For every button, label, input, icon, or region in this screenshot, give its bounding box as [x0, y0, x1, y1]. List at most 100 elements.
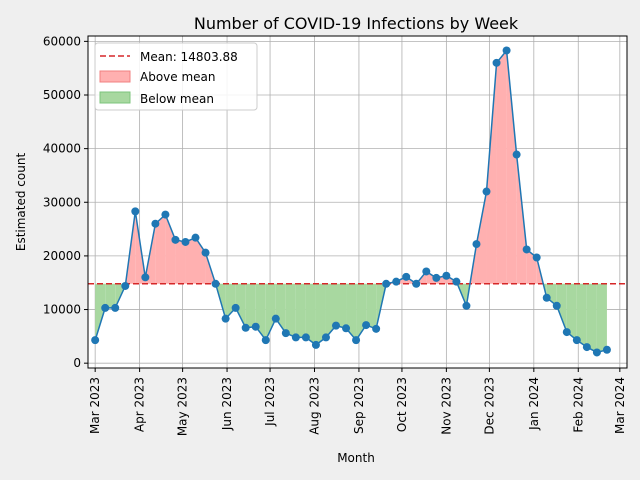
data-point [572, 336, 581, 345]
x-tick-label: Apr 2023 [133, 377, 147, 432]
x-tick-label: Jan 2024 [527, 377, 541, 431]
below-mean-fill [295, 283, 306, 338]
data-point [271, 314, 280, 323]
above-mean-fill [496, 50, 507, 284]
y-axis: 0 10000 20000 30000 40000 50000 60000 [43, 34, 88, 370]
below-mean-fill [315, 283, 326, 345]
below-mean-fill [576, 283, 587, 348]
data-point [472, 240, 481, 249]
below-mean-fill [586, 283, 597, 353]
data-point [462, 301, 471, 310]
data-point [141, 273, 150, 282]
data-point [281, 329, 290, 338]
data-point [512, 150, 521, 159]
data-point [171, 235, 180, 244]
y-tick-label: 60000 [43, 34, 81, 48]
x-tick-label: Aug 2023 [307, 377, 321, 435]
y-tick-label: 50000 [43, 88, 81, 102]
data-point [291, 333, 300, 342]
below-mean-fill [105, 283, 116, 308]
data-point [602, 345, 611, 354]
legend-below-swatch [99, 91, 131, 104]
data-point [342, 324, 351, 333]
below-mean-fill [556, 283, 567, 333]
x-tick-label: Mar 2024 [613, 377, 627, 434]
above-mean-fill [165, 214, 176, 284]
data-point [352, 336, 361, 345]
data-point [191, 233, 200, 242]
legend-box [94, 42, 258, 111]
above-mean-fill [175, 239, 186, 284]
data-point [111, 303, 120, 312]
below-mean-fill [566, 283, 577, 341]
legend-mean-label: Mean: 14803.88 [140, 50, 238, 64]
y-tick-label: 30000 [43, 195, 81, 209]
data-point [542, 293, 551, 302]
data-point [311, 340, 320, 349]
legend-below-label: Below mean [140, 92, 214, 106]
data-point [502, 46, 511, 55]
x-tick-label: Jul 2023 [263, 377, 277, 427]
data-point [261, 336, 270, 345]
data-point [181, 237, 190, 246]
x-tick-label: Mar 2023 [88, 377, 102, 434]
y-tick-label: 20000 [43, 249, 81, 263]
y-axis-label: Estimated count [14, 153, 28, 252]
data-point [532, 253, 541, 262]
data-point [91, 336, 100, 345]
legend: Mean: 14803.88 Above mean Below mean [94, 42, 258, 111]
x-tick-label: Nov 2023 [439, 377, 453, 435]
x-tick-label: Jun 2023 [220, 377, 234, 431]
data-point [121, 281, 130, 290]
x-axis-label: Month [337, 451, 375, 465]
data-point [221, 314, 230, 323]
above-mean-fill [155, 214, 166, 284]
data-point [362, 321, 371, 330]
data-point [432, 273, 441, 282]
above-mean-fill [506, 50, 517, 284]
below-mean-fill [335, 283, 347, 329]
data-point [231, 303, 240, 312]
below-mean-fill [265, 283, 276, 341]
legend-above-swatch [99, 70, 131, 83]
above-mean-fill [486, 62, 497, 284]
data-point [372, 324, 381, 333]
data-point [482, 187, 491, 196]
data-point [161, 210, 170, 219]
data-point [422, 267, 431, 276]
below-mean-fill [596, 283, 607, 353]
above-mean-fill [185, 237, 196, 284]
x-tick-label: May 2023 [176, 377, 190, 436]
data-point [562, 328, 571, 337]
data-point [412, 279, 421, 288]
below-mean-fill [305, 283, 316, 345]
data-point [131, 207, 140, 216]
below-mean-fill [546, 283, 557, 306]
data-point [492, 58, 501, 67]
below-mean-fill [95, 283, 106, 341]
data-point [442, 271, 451, 280]
data-point [251, 322, 260, 331]
series-points [91, 46, 611, 357]
data-point [301, 333, 310, 342]
data-point [522, 245, 531, 254]
data-point [201, 248, 210, 257]
data-point [211, 279, 220, 288]
data-point [321, 333, 330, 342]
legend-above-label: Above mean [140, 70, 216, 84]
below-mean-fill [285, 283, 296, 338]
series-line [94, 48, 608, 354]
x-axis: Mar 2023 Apr 2023 May 2023 Jun 2023 Jul 2023… [88, 368, 627, 436]
data-point [552, 301, 561, 310]
above-mean-fill [476, 191, 487, 284]
y-tick-label: 40000 [43, 142, 81, 156]
below-mean-fill [366, 283, 377, 329]
data-point [151, 219, 160, 228]
data-point [452, 277, 461, 286]
y-tick-label: 10000 [43, 303, 81, 317]
data-point [392, 277, 401, 286]
data-point [331, 321, 340, 330]
below-mean-fill [235, 283, 246, 328]
x-tick-label: Feb 2024 [571, 377, 585, 433]
